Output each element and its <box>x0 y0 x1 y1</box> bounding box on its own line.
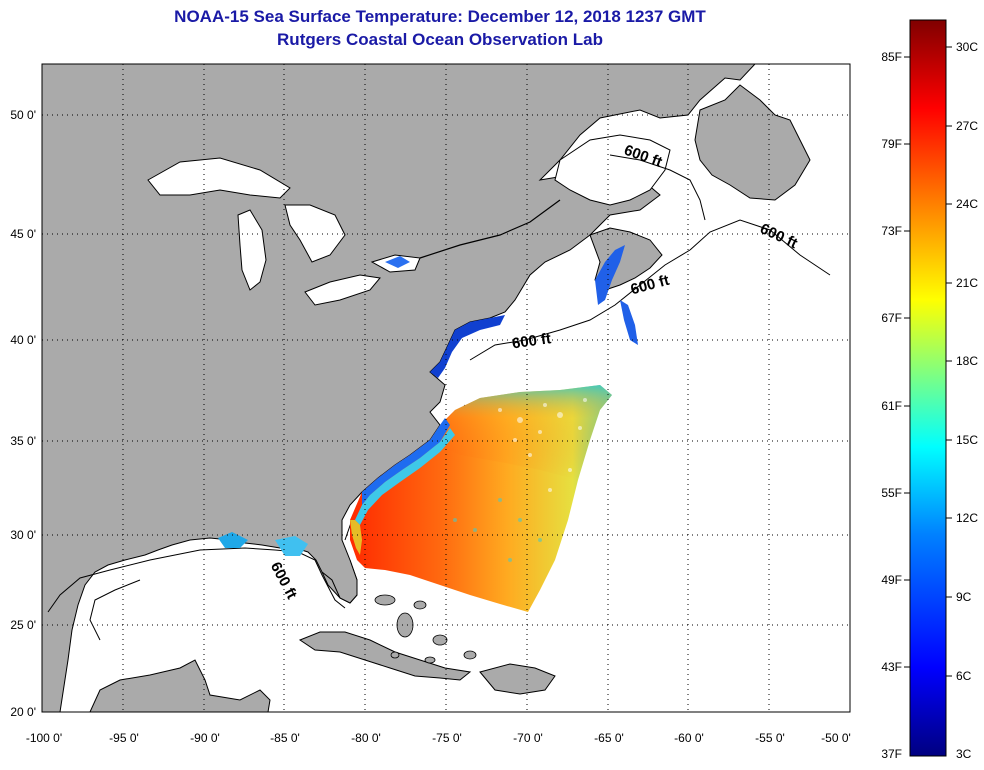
lon-label: -100 0' <box>26 731 62 745</box>
gulf-st-lawrence <box>554 134 671 206</box>
lat-label: 50 0' <box>10 108 36 122</box>
longitude-labels: -100 0' -95 0' -90 0' -85 0' -80 0' -75 … <box>26 731 851 745</box>
colorbar-c-label: 24C <box>956 197 978 211</box>
lat-label: 25 0' <box>10 618 36 632</box>
colorbar-f-label: 73F <box>881 224 902 238</box>
lon-label: -75 0' <box>432 731 462 745</box>
lon-label: -60 0' <box>674 731 704 745</box>
colorbar-c-label: 9C <box>956 590 972 604</box>
lon-label: -50 0' <box>821 731 851 745</box>
contour-label-ne: 600 ft <box>511 330 552 352</box>
land-hispaniola <box>479 663 556 695</box>
colorbar-c-labels: 30C 27C 24C 21C 18C 15C 12C 9C 6C 3C <box>956 40 978 761</box>
lon-label: -95 0' <box>109 731 139 745</box>
lat-label: 30 0' <box>10 528 36 542</box>
land-yucatan <box>89 659 271 712</box>
lon-label: -90 0' <box>190 731 220 745</box>
colorbar-ticks <box>904 46 952 677</box>
colorbar-f-label: 43F <box>881 660 902 674</box>
lat-label: 45 0' <box>10 227 36 241</box>
lat-label: 40 0' <box>10 333 36 347</box>
colorbar-c-label: 6C <box>956 669 972 683</box>
lat-label: 20 0' <box>10 705 36 719</box>
colorbar-c-label: 30C <box>956 40 978 54</box>
colorbar-f-label: 55F <box>881 486 902 500</box>
colorbar-c-label: 21C <box>956 276 978 290</box>
sst-swath <box>218 245 638 612</box>
st-lawrence-river <box>419 199 561 259</box>
colorbar-f-label: 79F <box>881 137 902 151</box>
lon-label: -80 0' <box>351 731 381 745</box>
land-newfoundland <box>694 84 811 201</box>
map-frame <box>41 63 851 713</box>
bahamas <box>374 594 477 664</box>
colorbar-c-label: 15C <box>956 433 978 447</box>
colorbar-c-label: 27C <box>956 119 978 133</box>
latitude-labels: 50 0' 45 0' 40 0' 35 0' 30 0' 25 0' 20 0… <box>10 108 36 719</box>
colorbar-c-label: 18C <box>956 354 978 368</box>
colorbar-f-label: 37F <box>881 747 902 761</box>
lat-label: 35 0' <box>10 434 36 448</box>
lon-label: -65 0' <box>594 731 624 745</box>
land-cuba <box>298 631 472 681</box>
colorbar-f-label: 61F <box>881 399 902 413</box>
florida-peninsula <box>321 559 358 604</box>
lon-label: -55 0' <box>755 731 785 745</box>
lon-label: -70 0' <box>513 731 543 745</box>
map-title: NOAA-15 Sea Surface Temperature: Decembe… <box>174 7 706 26</box>
colorbar-f-label: 85F <box>881 50 902 64</box>
graticule <box>42 64 850 712</box>
lon-label: -85 0' <box>270 731 300 745</box>
colorbar-f-label: 49F <box>881 573 902 587</box>
colorbar-c-label: 12C <box>956 511 978 525</box>
colorbar-f-label: 67F <box>881 311 902 325</box>
colorbar-c-label: 3C <box>956 747 972 761</box>
colorbar <box>909 19 947 757</box>
great-lakes <box>147 157 421 306</box>
map-area: 600 ft 600 ft 600 ft 600 ft 600 ft <box>42 64 850 712</box>
colorbar-f-labels: 85F 79F 73F 67F 61F 55F 49F 43F 37F <box>881 50 902 761</box>
map-subtitle: Rutgers Coastal Ocean Observation Lab <box>277 30 603 49</box>
